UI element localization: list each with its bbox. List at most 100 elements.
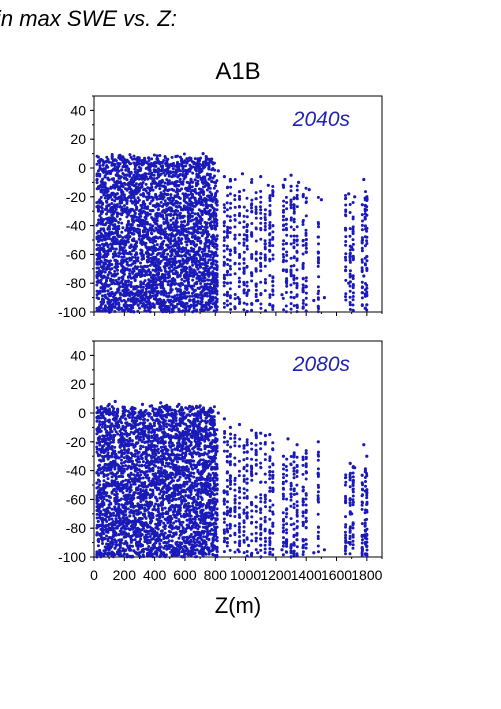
data-point — [250, 272, 254, 276]
data-point — [102, 528, 106, 532]
data-point — [125, 198, 129, 202]
y-tick-label: 0 — [78, 405, 86, 421]
data-point — [285, 253, 289, 257]
data-point — [203, 276, 207, 280]
data-point — [150, 157, 154, 161]
data-point — [316, 195, 320, 199]
data-point — [107, 226, 111, 230]
data-point — [238, 300, 242, 304]
data-point — [289, 184, 293, 188]
data-point — [245, 244, 249, 248]
data-point — [99, 195, 103, 199]
data-point — [181, 246, 185, 250]
data-point — [285, 207, 289, 211]
data-point — [295, 188, 299, 192]
data-point — [95, 445, 99, 449]
data-point — [119, 541, 123, 545]
data-point — [116, 268, 119, 272]
data-point — [197, 236, 201, 240]
data-point — [225, 201, 229, 205]
data-point — [365, 290, 369, 294]
data-point — [187, 291, 191, 295]
data-point — [101, 294, 104, 298]
data-point — [348, 269, 352, 273]
data-point — [229, 308, 233, 311]
data-point — [114, 475, 118, 479]
data-point — [189, 303, 193, 307]
data-point — [135, 241, 138, 245]
data-point — [353, 195, 357, 199]
data-point — [100, 270, 104, 274]
data-point — [215, 218, 219, 222]
data-point — [254, 267, 258, 271]
data-point — [121, 479, 125, 483]
data-point — [250, 180, 254, 184]
data-point — [365, 286, 369, 290]
data-point — [128, 153, 132, 157]
data-point — [289, 256, 293, 260]
data-point — [263, 228, 267, 232]
data-point — [196, 182, 200, 186]
data-point — [156, 157, 160, 161]
data-point — [348, 275, 352, 279]
data-point — [247, 288, 251, 292]
data-point — [132, 154, 136, 158]
data-point — [100, 425, 104, 429]
data-point — [344, 292, 348, 296]
data-point — [148, 310, 152, 314]
data-point — [98, 435, 102, 439]
data-point — [301, 301, 305, 305]
data-point — [187, 281, 190, 285]
data-point — [254, 258, 258, 262]
data-point — [180, 254, 184, 258]
data-point — [175, 201, 179, 205]
data-point — [289, 173, 293, 177]
data-point — [301, 218, 305, 222]
data-point — [109, 496, 112, 499]
data-point — [344, 196, 348, 200]
data-point — [107, 178, 111, 182]
data-point — [125, 173, 129, 177]
data-point — [228, 192, 232, 196]
data-point — [115, 205, 119, 209]
data-point — [136, 256, 140, 260]
data-point — [228, 215, 232, 219]
data-point — [111, 278, 115, 282]
data-point — [195, 191, 199, 195]
data-point — [190, 211, 194, 215]
data-point — [169, 193, 173, 197]
data-point — [292, 241, 296, 245]
data-point — [115, 192, 119, 196]
data-point — [112, 183, 116, 187]
data-point — [289, 307, 293, 311]
data-point — [254, 250, 258, 254]
data-point — [185, 266, 189, 270]
data-point — [208, 258, 212, 262]
data-point — [118, 285, 122, 289]
data-point — [344, 298, 348, 302]
data-point — [229, 206, 232, 210]
data-point — [110, 202, 114, 205]
data-point — [228, 231, 232, 234]
data-point — [281, 242, 285, 246]
data-point — [351, 227, 355, 231]
data-point — [228, 252, 232, 256]
data-point — [344, 252, 348, 256]
data-point — [348, 203, 352, 206]
data-point — [193, 212, 197, 216]
data-point — [199, 231, 203, 235]
data-point — [102, 501, 106, 505]
data-point — [233, 213, 237, 217]
data-point — [191, 165, 195, 169]
data-point — [110, 263, 114, 266]
data-point — [210, 224, 213, 228]
data-point — [304, 279, 308, 283]
data-point — [348, 256, 352, 260]
data-point — [285, 201, 289, 204]
data-point — [113, 505, 117, 509]
data-point — [268, 274, 272, 277]
data-point — [105, 221, 108, 225]
data-point — [159, 259, 163, 263]
data-point — [121, 198, 125, 202]
data-point — [215, 179, 219, 183]
